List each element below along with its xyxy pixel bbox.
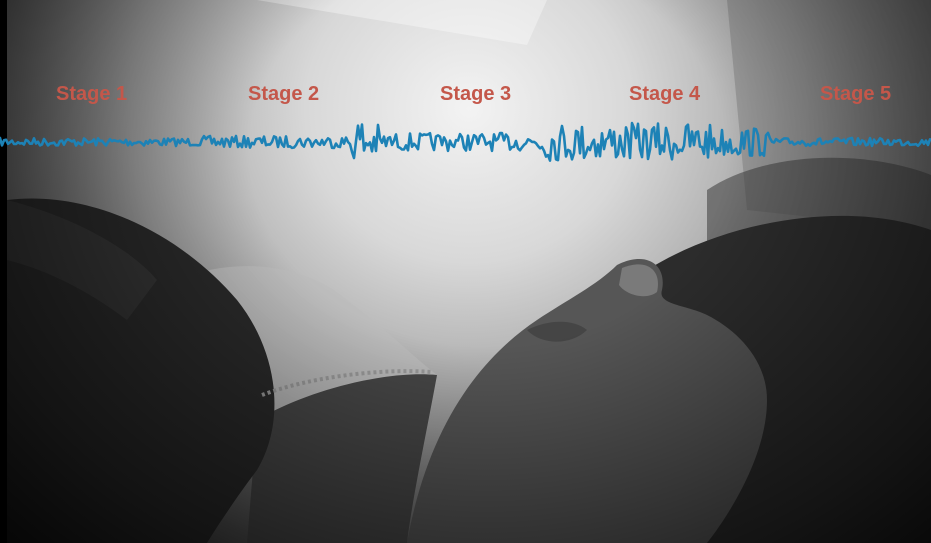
- stage-label-5: Stage 5: [820, 83, 892, 105]
- stage-label-1: Stage 1: [56, 83, 128, 105]
- brainwave-waveform: [0, 121, 931, 162]
- stage-label-2: Stage 2: [248, 83, 320, 105]
- stage-label-3: Stage 3: [440, 83, 512, 105]
- waveform-line: [0, 121, 931, 162]
- sleeping-person-photo: [7, 0, 931, 543]
- stage-label-4: Stage 4: [629, 83, 701, 105]
- vignette-overlay: [7, 0, 931, 543]
